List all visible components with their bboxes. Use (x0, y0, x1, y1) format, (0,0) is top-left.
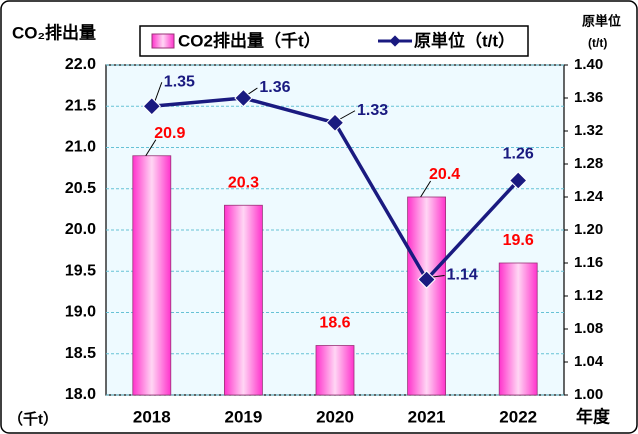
y-tick-label: 22.0 (65, 56, 96, 73)
x-tick-label: 2021 (408, 407, 446, 426)
y-tick-label: 18.0 (65, 386, 96, 403)
data-label: 1.35 (164, 73, 195, 90)
leader-line (145, 139, 157, 157)
data-label: 1.36 (259, 79, 290, 96)
x-tick-label: 2019 (224, 407, 262, 426)
marker (325, 113, 345, 132)
data-label: 20.9 (154, 125, 185, 142)
bar (407, 196, 447, 396)
y2-axis-title: 原単位 (582, 13, 621, 28)
y-tick-label: 20.0 (65, 221, 96, 238)
y2-tick-label: 1.08 (574, 320, 603, 337)
x-tick-label: 2020 (316, 407, 354, 426)
y-tick-label: 19.0 (65, 304, 96, 321)
x-axis-title: 年度 (576, 406, 611, 426)
y-tick-label: 19.5 (65, 262, 96, 279)
legend (139, 25, 529, 57)
bar (132, 155, 172, 396)
bar (315, 345, 355, 396)
data-label: 19.6 (503, 232, 534, 249)
y2-axis-title: (t/t) (588, 36, 607, 50)
y2-tick-label: 1.04 (574, 353, 604, 370)
y2-tick-label: 1.40 (574, 56, 603, 73)
y2-tick-label: 1.36 (574, 89, 603, 106)
marker (509, 171, 528, 190)
bar (498, 262, 538, 396)
marker (142, 97, 161, 116)
y2-tick-label: 1.00 (574, 386, 603, 403)
data-label: 20.3 (228, 174, 259, 191)
y2-tick-label: 1.20 (574, 221, 603, 238)
x-tick-label: 2022 (499, 407, 537, 426)
y-tick-label: 21.0 (65, 139, 96, 156)
data-label: 1.14 (447, 267, 478, 284)
marker (417, 270, 436, 289)
leader-line (420, 180, 432, 198)
y-tick-label: 21.5 (65, 97, 96, 114)
data-label: 18.6 (319, 315, 350, 332)
y-unit: （千t） (8, 410, 58, 428)
y-axis-title: CO₂排出量 (12, 22, 96, 42)
data-label: 1.26 (503, 146, 534, 163)
marker (234, 88, 253, 108)
y2-tick-label: 1.12 (574, 287, 603, 304)
x-tick-label: 2018 (133, 407, 171, 426)
bar (223, 204, 263, 396)
y2-tick-label: 1.28 (574, 155, 603, 172)
legend-label: 原単位（t/t） (414, 30, 515, 50)
y2-tick-label: 1.32 (574, 122, 603, 139)
legend-swatch (151, 33, 175, 49)
legend-marker (389, 35, 401, 47)
legend-label: CO2排出量（千t） (178, 30, 321, 50)
y2-tick-label: 1.24 (574, 188, 604, 205)
y2-tick-label: 1.16 (574, 254, 603, 271)
data-label: 1.33 (357, 102, 388, 119)
y-tick-label: 18.5 (65, 345, 96, 362)
data-label: 20.4 (429, 166, 460, 183)
y-tick-label: 20.5 (65, 180, 96, 197)
